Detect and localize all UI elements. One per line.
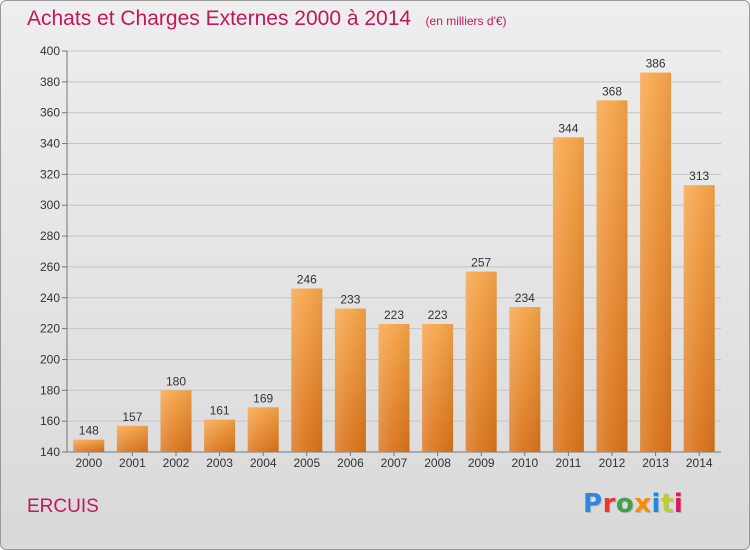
bar-shine-2012 [596,100,628,452]
data-label-2010: 234 [515,291,535,305]
bar-shine-2004 [247,407,279,452]
bar-shine-2002 [160,390,192,452]
bar-shine-2006 [334,308,366,452]
logo-letter: i [673,489,684,519]
data-label-2014: 313 [689,169,709,183]
x-tick-label-2014: 2014 [686,456,713,470]
data-label-2000: 148 [79,424,99,438]
y-tick-label: 380 [40,75,60,89]
x-tick-label-2013: 2013 [642,456,669,470]
x-tick-label-2009: 2009 [468,456,495,470]
data-label-2008: 223 [428,308,448,322]
bar-shine-2014 [683,185,715,452]
data-label-2002: 180 [166,374,186,388]
y-tick-label: 240 [40,291,60,305]
place-label: ERCUIS [27,496,99,517]
data-label-2012: 368 [602,84,622,98]
x-tick-label-2012: 2012 [599,456,626,470]
bar-shine-2003 [204,419,236,452]
x-tick-label-2007: 2007 [381,456,408,470]
logo-letter: i [651,489,661,519]
y-tick-label: 140 [40,445,60,459]
data-label-2009: 257 [471,256,491,270]
bar-shine-2008 [422,323,454,452]
x-tick-label-2006: 2006 [337,456,364,470]
x-tick-label-2002: 2002 [163,456,190,470]
data-label-2005: 246 [297,273,317,287]
bar-shine-2011 [552,137,584,452]
y-tick-label: 220 [40,322,60,336]
bar-shine-2001 [116,425,148,452]
bar-shine-2005 [291,288,323,452]
data-label-2007: 223 [384,308,404,322]
data-labels: 148 157 180 161 169 246 233 223 223 257 234 344 368 3… [79,57,710,438]
chart-subtitle: (en milliers d'€) [425,14,507,28]
x-tick-label-2004: 2004 [250,456,277,470]
data-label-2011: 344 [558,121,578,135]
y-tick-label: 360 [40,106,60,120]
logo-letter: x [634,489,652,519]
y-tick-label: 320 [40,167,60,181]
bar-shine-2009 [465,271,497,452]
x-tick-label-2001: 2001 [119,456,146,470]
x-tick-label-2003: 2003 [206,456,233,470]
y-tick-label: 340 [40,137,60,151]
proxiti-logo: Proxiti [583,489,683,519]
logo-letter: r [602,489,616,519]
x-tick-label-2011: 2011 [555,456,581,470]
y-tick-label: 400 [40,44,60,58]
x-tick-label-2005: 2005 [293,456,320,470]
y-tick-label: 200 [40,352,60,366]
logo-letter: o [615,489,635,519]
x-tick-label-2010: 2010 [511,456,538,470]
data-label-2001: 157 [122,410,142,424]
bar-shine-2013 [640,72,672,452]
chart-title: Achats et Charges Externes 2000 à 2014 [27,7,412,30]
logo-letter: P [583,489,603,519]
bars [73,72,715,452]
x-tick-label-2000: 2000 [75,456,102,470]
y-tick-label: 300 [40,198,60,212]
x-tick-label-2008: 2008 [424,456,451,470]
data-label-2004: 169 [253,391,273,405]
title-row: Achats et Charges Externes 2000 à 2014 (… [27,7,507,31]
data-label-2013: 386 [646,57,666,71]
bar-shine-2010 [509,307,541,452]
y-tick-label: 160 [40,414,60,428]
y-tick-label: 180 [40,383,60,397]
bar-shine-2000 [73,439,105,452]
y-tick-label: 280 [40,229,60,243]
x-axis: 2000 2001 2002 2003 2004 2005 2006 2007 2008 2009… [75,452,713,470]
bar-shine-2007 [378,323,410,452]
data-label-2006: 233 [340,293,360,307]
data-label-2003: 161 [210,404,230,418]
logo-letter: t [660,489,674,519]
y-tick-label: 260 [40,260,60,274]
